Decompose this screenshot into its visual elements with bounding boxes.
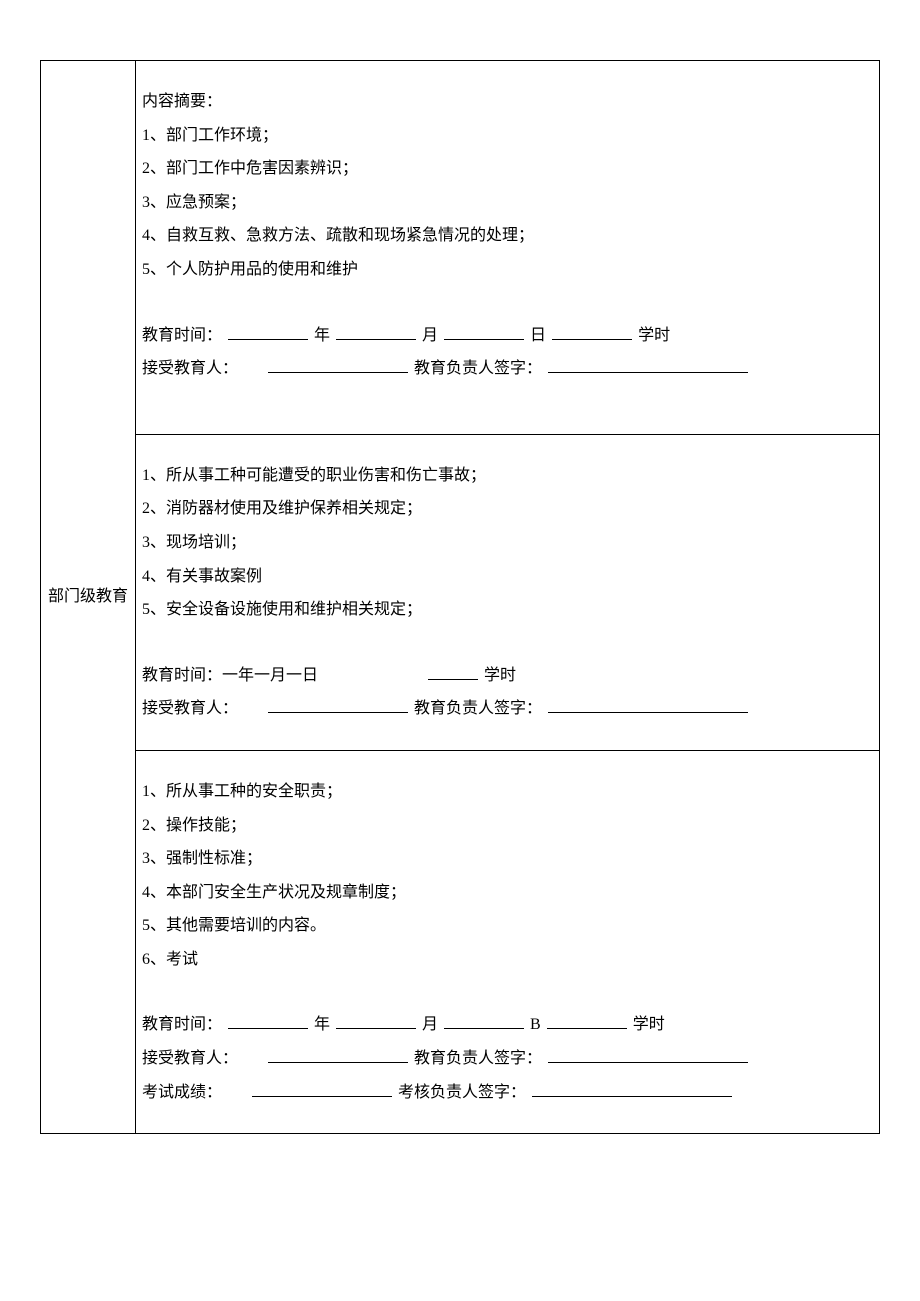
signer-blank-3[interactable] [548,1047,748,1063]
year-blank-3[interactable] [228,1013,308,1029]
section1-item-5: 5、个人防护用品的使用和维护 [142,257,873,283]
score-signer-blank[interactable] [532,1081,732,1097]
section-2: 1、所从事工种可能遭受的职业伤害和伤亡事故； 2、消防器材使用及维护保养相关规定… [136,435,879,751]
signer-blank[interactable] [548,357,748,373]
hours-label-2: 学时 [484,667,516,684]
year-label-3: 年 [314,1016,330,1033]
section1-item-3: 3、应急预案； [142,190,873,216]
receiver-label: 接受教育人： [142,360,238,377]
row-label: 部门级教育 [48,588,128,605]
section2-item-5: 5、安全设备设施使用和维护相关规定； [142,597,873,623]
time-text: 教育时间：一年一月一日 [142,667,318,684]
hours-blank-2[interactable] [428,664,478,680]
year-blank[interactable] [228,324,308,340]
section3-item-6: 6、考试 [142,947,873,973]
section3-score-line: 考试成绩： 考核负责人签字： [142,1080,873,1106]
month-blank[interactable] [336,324,416,340]
month-label: 月 [422,327,438,344]
section3-sign-line: 接受教育人： 教育负责人签字： [142,1046,873,1072]
section1-item-4: 4、自救互救、急救方法、疏散和现场紧急情况的处理； [142,223,873,249]
month-label-3: 月 [422,1016,438,1033]
section2-item-4: 4、有关事故案例 [142,564,873,590]
section1-time-line: 教育时间： 年 月 日 学时 [142,323,873,349]
signer-label: 教育负责人签字： [414,360,542,377]
section1-header: 内容摘要： [142,89,873,115]
content-cell: 内容摘要： 1、部门工作环境； 2、部门工作中危害因素辨识； 3、应急预案； 4… [136,61,880,1134]
score-signer-label: 考核负责人签字： [398,1084,526,1101]
section-3: 1、所从事工种的安全职责； 2、操作技能； 3、强制性标准； 4、本部门安全生产… [136,751,879,1133]
section1-sign-line: 接受教育人： 教育负责人签字： [142,356,873,382]
day-blank[interactable] [444,324,524,340]
day-label: 日 [530,327,546,344]
receiver-label-2: 接受教育人： [142,700,238,717]
signer-label-3: 教育负责人签字： [414,1050,542,1067]
section2-item-3: 3、现场培训； [142,530,873,556]
row-label-cell: 部门级教育 [41,61,136,1134]
score-blank[interactable] [252,1081,392,1097]
section2-item-2: 2、消防器材使用及维护保养相关规定； [142,496,873,522]
receiver-blank-2[interactable] [268,697,408,713]
section2-time-line: 教育时间：一年一月一日 学时 [142,663,873,689]
section1-item-2: 2、部门工作中危害因素辨识； [142,156,873,182]
section1-item-1: 1、部门工作环境； [142,123,873,149]
score-label: 考试成绩： [142,1084,222,1101]
receiver-label-3: 接受教育人： [142,1050,238,1067]
receiver-blank-3[interactable] [268,1047,408,1063]
signer-blank-2[interactable] [548,697,748,713]
day-blank-3[interactable] [444,1013,524,1029]
hours-label: 学时 [638,327,670,344]
day-b-label: B [530,1016,541,1033]
time-label-3: 教育时间： [142,1016,222,1033]
time-label: 教育时间： [142,327,222,344]
section3-item-4: 4、本部门安全生产状况及规章制度； [142,880,873,906]
hours-label-3: 学时 [633,1016,665,1033]
section3-item-5: 5、其他需要培训的内容。 [142,913,873,939]
section3-time-line: 教育时间： 年 月 B 学时 [142,1012,873,1038]
section-1: 内容摘要： 1、部门工作环境； 2、部门工作中危害因素辨识； 3、应急预案； 4… [136,61,879,435]
month-blank-3[interactable] [336,1013,416,1029]
year-label: 年 [314,327,330,344]
hours-blank[interactable] [552,324,632,340]
signer-label-2: 教育负责人签字： [414,700,542,717]
section2-item-1: 1、所从事工种可能遭受的职业伤害和伤亡事故； [142,463,873,489]
section3-item-3: 3、强制性标准； [142,846,873,872]
form-table: 部门级教育 内容摘要： 1、部门工作环境； 2、部门工作中危害因素辨识； 3、应… [40,60,880,1134]
section2-sign-line: 接受教育人： 教育负责人签字： [142,696,873,722]
section3-item-2: 2、操作技能； [142,813,873,839]
section3-item-1: 1、所从事工种的安全职责； [142,779,873,805]
receiver-blank[interactable] [268,357,408,373]
hours-blank-3[interactable] [547,1013,627,1029]
